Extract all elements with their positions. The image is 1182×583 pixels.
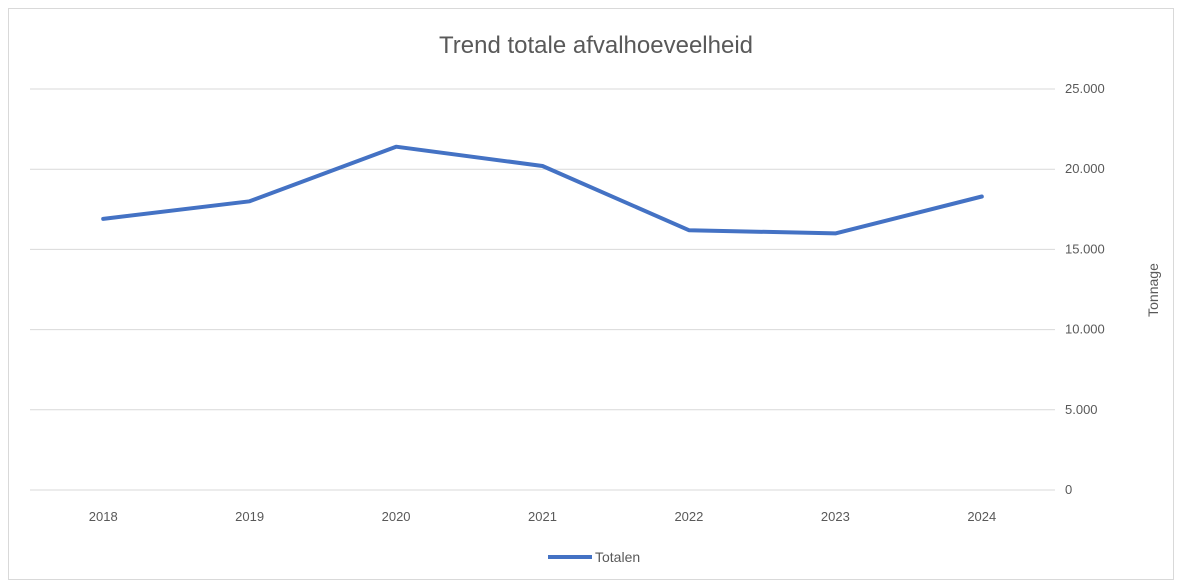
legend-label-totalen: Totalen bbox=[595, 549, 640, 565]
data-point bbox=[688, 229, 690, 231]
y-tick-label: 20.000 bbox=[1065, 161, 1105, 176]
data-point bbox=[249, 200, 251, 202]
x-tick-label: 2020 bbox=[382, 509, 411, 524]
data-point bbox=[834, 232, 836, 234]
y-tick-label: 25.000 bbox=[1065, 81, 1105, 96]
x-tick-label: 2024 bbox=[967, 509, 996, 524]
y-axis-ticks: 0 5.000 10.000 15.000 20.000 25.000 bbox=[1065, 81, 1105, 497]
y-tick-label: 5.000 bbox=[1065, 402, 1098, 417]
y-tick-label: 10.000 bbox=[1065, 322, 1105, 337]
x-axis-ticks: 2018 2019 2020 2021 2022 2023 2024 bbox=[89, 509, 996, 524]
y-tick-label: 15.000 bbox=[1065, 241, 1105, 256]
legend: Totalen bbox=[548, 549, 640, 565]
chart-title: Trend totale afvalhoeveelheid bbox=[439, 32, 753, 59]
x-tick-label: 2023 bbox=[821, 509, 850, 524]
data-point bbox=[102, 218, 104, 220]
data-point bbox=[542, 165, 543, 167]
gridlines bbox=[30, 88, 1055, 491]
x-tick-label: 2019 bbox=[235, 509, 264, 524]
data-point bbox=[981, 195, 983, 197]
series-line-totalen bbox=[101, 144, 984, 236]
y-tick-label: 0 bbox=[1065, 482, 1072, 497]
chart-frame bbox=[8, 8, 1174, 580]
x-tick-label: 2018 bbox=[89, 509, 118, 524]
x-tick-label: 2022 bbox=[674, 509, 703, 524]
x-tick-label: 2021 bbox=[528, 509, 557, 524]
y-axis-title: Tonnage bbox=[1145, 263, 1161, 317]
data-point bbox=[395, 146, 397, 148]
series-group bbox=[101, 144, 984, 236]
